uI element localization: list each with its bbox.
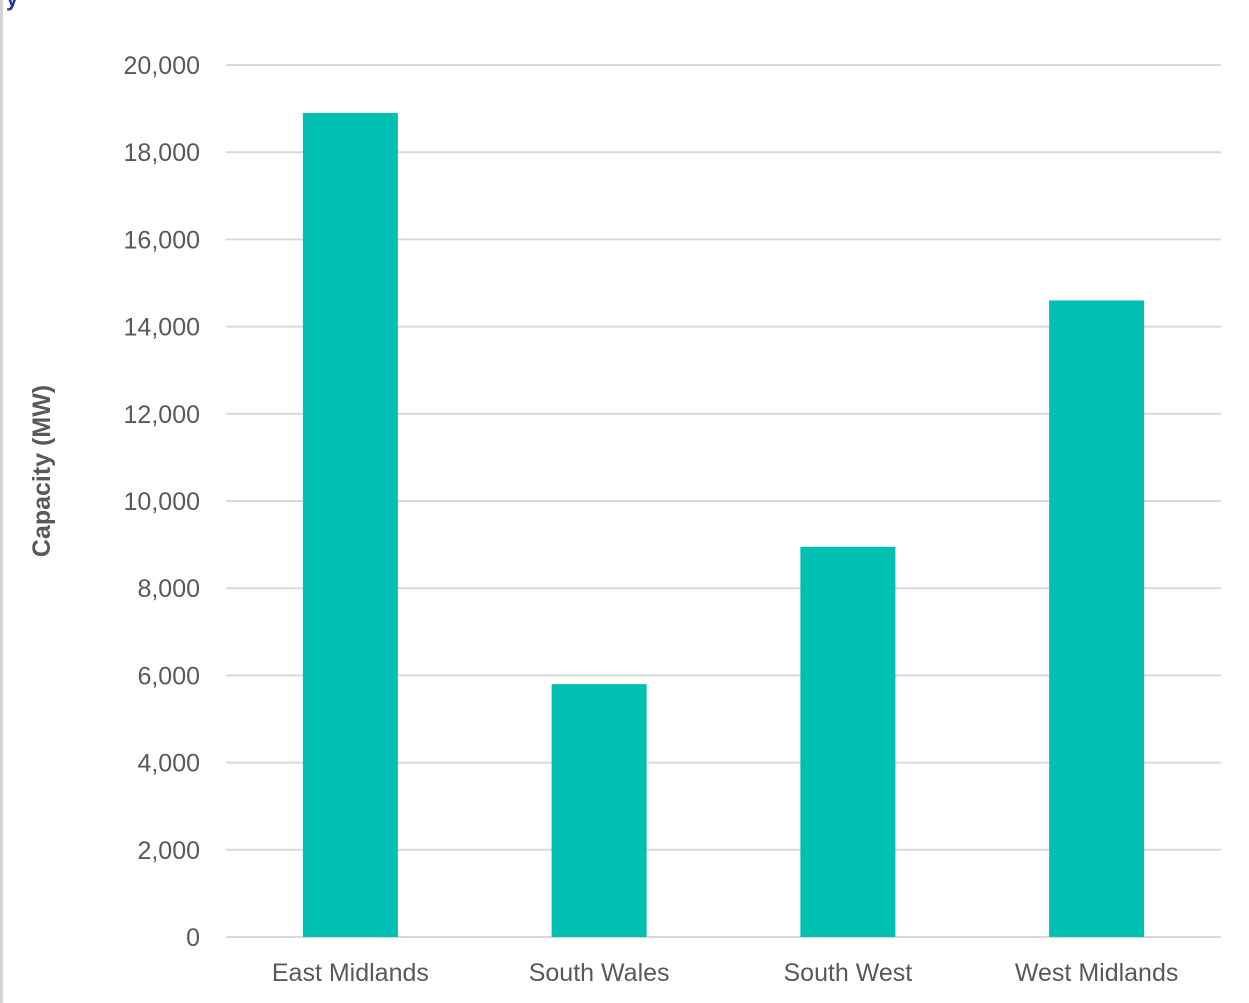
x-axis-tick-labels: East Midlands South Wales South West West M… [272,959,1179,987]
bar [302,112,398,937]
y-tick-label: 12,000 [124,401,200,429]
y-axis-tick-labels: 0 2,000 4,000 6,000 8,000 10,000 12,000 14,000 1… [124,52,200,952]
x-tick-label: South Wales [529,959,670,987]
y-tick-label: 0 [186,924,200,952]
x-tick-label: South West [783,959,912,987]
y-tick-label: 2,000 [137,837,200,865]
y-tick-label: 16,000 [124,226,200,254]
y-tick-label: 8,000 [137,575,200,603]
panel-left-border [0,0,3,1003]
bars [302,112,1145,937]
bar [1049,300,1145,937]
x-tick-label: East Midlands [272,959,429,987]
y-tick-label: 6,000 [137,662,200,690]
y-tick-label: 20,000 [124,52,200,80]
bar [551,684,647,937]
y-tick-label: 4,000 [137,750,200,778]
y-tick-label: 10,000 [124,488,200,516]
x-tick-label: West Midlands [1015,959,1179,987]
y-tick-label: 18,000 [124,139,200,167]
y-tick-label: 14,000 [124,314,200,342]
bar [800,546,896,937]
title-fragment: y [6,0,18,12]
y-axis-title: Capacity (MW) [28,385,56,557]
